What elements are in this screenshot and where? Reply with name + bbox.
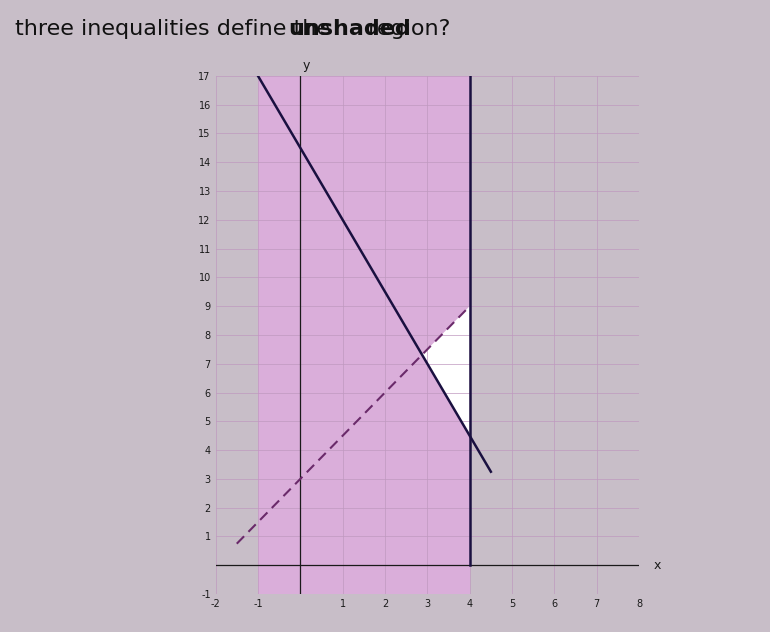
Text: x: x <box>654 559 661 572</box>
Text: y: y <box>303 59 310 71</box>
Polygon shape <box>422 306 470 435</box>
Text: region?: region? <box>360 19 450 39</box>
Text: three inequalities define the: three inequalities define the <box>15 19 337 39</box>
Polygon shape <box>258 76 470 594</box>
Text: unshaded: unshaded <box>288 19 410 39</box>
